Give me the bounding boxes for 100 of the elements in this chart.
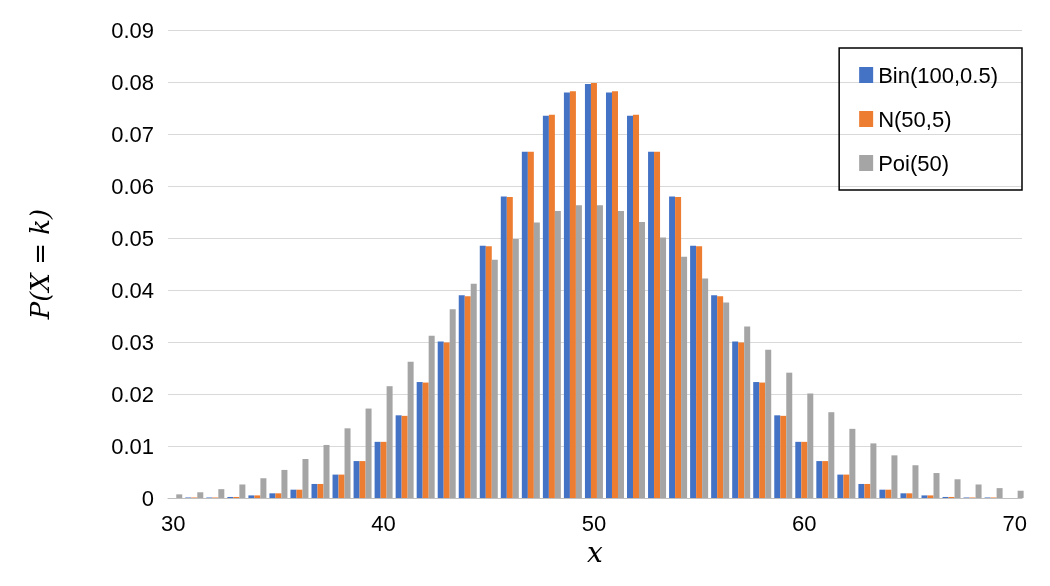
bar	[807, 393, 814, 498]
bar	[900, 493, 907, 498]
bar	[443, 342, 450, 498]
bar	[584, 84, 591, 498]
bar	[269, 493, 276, 498]
bar	[437, 341, 444, 498]
bar	[837, 474, 844, 498]
bar	[648, 151, 655, 498]
bar	[816, 461, 823, 498]
y-tick-label: 0.03	[111, 329, 154, 355]
y-tick-label: 0.01	[111, 433, 154, 459]
bar	[407, 361, 414, 498]
bar	[542, 115, 549, 498]
bar	[744, 326, 751, 498]
bar	[627, 115, 634, 498]
bar	[891, 455, 898, 498]
bar	[933, 473, 940, 498]
y-tick-label: 0.04	[111, 277, 154, 303]
bar	[248, 495, 255, 498]
bar	[500, 196, 507, 498]
bar	[596, 205, 603, 498]
bar	[822, 461, 829, 498]
bar	[527, 151, 534, 498]
bar	[633, 114, 640, 498]
bar	[996, 488, 1003, 498]
legend-label: N(50,5)	[878, 106, 952, 132]
bar	[801, 441, 808, 498]
bar	[254, 495, 261, 498]
bar	[485, 246, 492, 498]
bar	[395, 415, 402, 498]
bar	[290, 489, 297, 498]
bar	[512, 239, 519, 498]
bar	[569, 91, 576, 498]
bar	[296, 489, 303, 498]
x-tick-label: 60	[792, 510, 817, 536]
bar	[380, 441, 387, 498]
y-tick-label: 0.09	[111, 17, 154, 43]
bar	[921, 495, 928, 498]
bar	[281, 469, 288, 498]
bar	[548, 114, 555, 498]
bar	[458, 295, 465, 498]
bar	[611, 91, 618, 498]
bar	[711, 295, 718, 498]
bar	[332, 474, 339, 498]
bar	[353, 461, 360, 498]
bar	[590, 83, 597, 498]
bar	[795, 441, 802, 498]
bar	[563, 92, 570, 498]
bar	[879, 489, 886, 498]
bar	[885, 489, 892, 498]
y-tick-label: 0	[141, 485, 154, 511]
bar	[780, 415, 787, 498]
bar	[654, 151, 661, 498]
x-tick-label: 50	[581, 510, 607, 536]
bar	[717, 296, 724, 498]
bar	[696, 246, 703, 498]
bar	[639, 221, 646, 498]
bar	[479, 245, 486, 498]
bar	[554, 210, 561, 498]
y-tick-label: 0.08	[111, 69, 154, 95]
legend-label: Bin(100,0.5)	[878, 62, 999, 88]
bar	[275, 493, 282, 498]
bar	[954, 479, 961, 498]
x-tick-label: 70	[1002, 510, 1027, 536]
bar	[858, 483, 865, 498]
bar	[197, 492, 204, 498]
bar	[533, 222, 540, 498]
bar	[386, 386, 393, 498]
bar	[302, 459, 309, 498]
bar	[828, 412, 835, 498]
bar	[470, 283, 477, 498]
bar	[428, 335, 435, 498]
bar	[759, 382, 766, 498]
y-axis-title: P(X = k)	[25, 208, 55, 321]
bar	[738, 342, 745, 498]
bar	[323, 444, 330, 498]
bar	[723, 302, 730, 498]
bar	[521, 151, 528, 498]
bar	[864, 483, 871, 498]
bar	[401, 415, 408, 498]
bar	[311, 483, 318, 498]
bar	[464, 296, 471, 498]
bar	[702, 278, 709, 498]
bar	[176, 494, 183, 498]
bar	[218, 489, 225, 498]
bar	[912, 465, 919, 498]
y-tick-label: 0.02	[111, 381, 154, 407]
bar	[774, 415, 781, 498]
bar	[870, 443, 877, 498]
bar	[753, 382, 760, 498]
bar	[849, 428, 856, 498]
bar	[975, 484, 982, 498]
bar	[365, 408, 372, 498]
bar	[681, 256, 688, 498]
bar	[506, 196, 513, 498]
y-tick-label: 0.07	[111, 121, 154, 147]
bar	[660, 237, 667, 498]
y-tick-label: 0.06	[111, 173, 154, 199]
bar	[906, 493, 913, 498]
bar	[359, 461, 366, 498]
